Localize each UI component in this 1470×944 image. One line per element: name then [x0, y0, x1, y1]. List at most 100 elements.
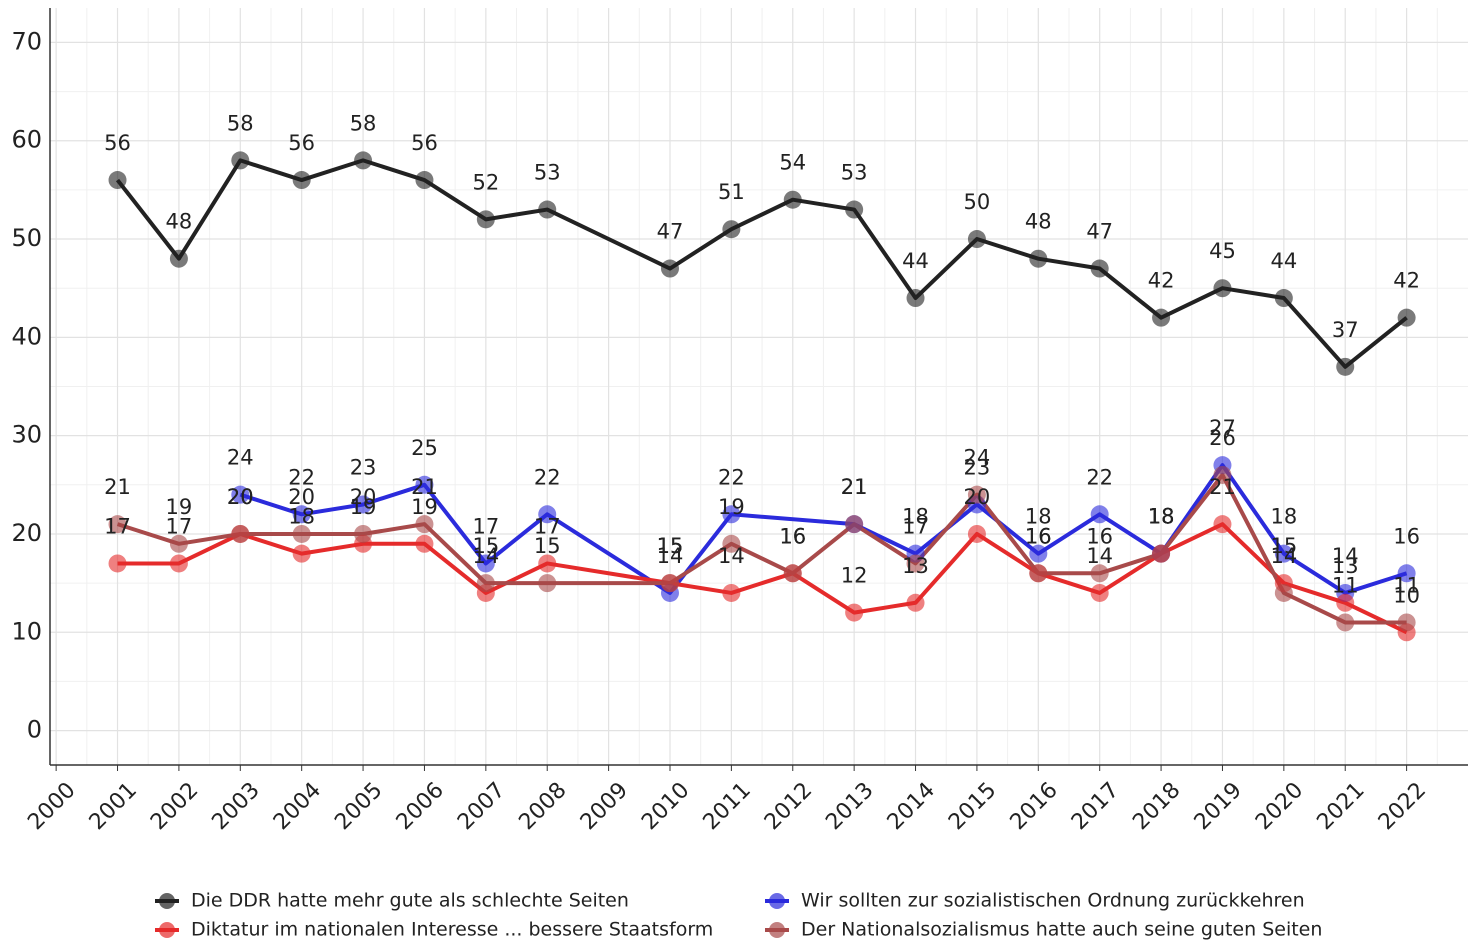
- point: [845, 603, 864, 622]
- data-label: 14: [718, 544, 745, 568]
- data-label: 42: [1393, 269, 1420, 293]
- point: [1090, 505, 1109, 524]
- point: [415, 515, 434, 534]
- x-tick-label: 2013: [821, 778, 878, 835]
- point: [1274, 583, 1293, 602]
- y-tick-label: 70: [11, 27, 42, 55]
- x-tick-label: 2008: [514, 778, 571, 835]
- data-label: 17: [902, 514, 929, 538]
- point: [108, 554, 127, 573]
- data-label: 22: [534, 465, 561, 489]
- point: [845, 200, 864, 219]
- legend-label: Wir sollten zur sozialistischen Ordnung …: [801, 890, 1305, 912]
- data-label: 14: [1086, 544, 1113, 568]
- x-tick-label: 2021: [1312, 778, 1369, 835]
- point: [169, 534, 188, 553]
- y-tick-label: 60: [11, 126, 42, 154]
- data-label: 10: [1393, 583, 1420, 607]
- legend-marker: [769, 922, 785, 938]
- data-label: 45: [1209, 239, 1236, 263]
- data-label: 19: [350, 495, 377, 519]
- point: [231, 151, 250, 170]
- legend-marker: [159, 922, 175, 938]
- line: [239, 463, 1408, 595]
- data-label: 17: [472, 514, 499, 538]
- legend-label: Die DDR hatte mehr gute als schlechte Se…: [191, 890, 629, 912]
- point: [1029, 544, 1048, 563]
- data-label: 48: [166, 210, 193, 234]
- data-label: 42: [1148, 269, 1175, 293]
- data-label: 15: [472, 534, 499, 558]
- y-tick-label: 20: [11, 519, 42, 547]
- x-tick-label: 2007: [453, 778, 510, 835]
- data-label: 17: [104, 514, 131, 538]
- point: [476, 210, 495, 229]
- x-tick-label: 2009: [576, 778, 633, 835]
- point: [1397, 613, 1416, 632]
- point: [906, 289, 925, 308]
- data-label: 22: [288, 465, 315, 489]
- x-tick-label: 2022: [1374, 778, 1431, 835]
- data-label: 18: [1025, 505, 1052, 529]
- x-tick-label: 2002: [146, 778, 203, 835]
- data-label: 20: [227, 485, 254, 509]
- x-tick-label: 2006: [392, 778, 449, 835]
- point: [1397, 564, 1416, 583]
- data-label: 21: [411, 475, 438, 499]
- x-tick-label: 2015: [944, 778, 1001, 835]
- data-label: 15: [657, 534, 684, 558]
- data-label: 19: [718, 495, 745, 519]
- data-label: 56: [104, 131, 131, 155]
- data-label: 16: [1086, 524, 1113, 548]
- data-label: 20: [350, 485, 377, 509]
- data-label: 17: [534, 514, 561, 538]
- data-label: 21: [841, 475, 868, 499]
- data-label: 15: [1270, 534, 1297, 558]
- point: [292, 544, 311, 563]
- data-label: 15: [657, 534, 684, 558]
- data-label: 14: [657, 544, 684, 568]
- data-label: 47: [1086, 220, 1113, 244]
- data-label: 18: [902, 505, 929, 529]
- point: [783, 190, 802, 209]
- point: [660, 259, 679, 278]
- point: [108, 171, 127, 190]
- x-tick-label: 2001: [85, 778, 142, 835]
- point: [722, 220, 741, 239]
- data-label: 21: [104, 475, 131, 499]
- data-label: 18: [288, 505, 315, 529]
- data-label: 14: [472, 544, 499, 568]
- point: [415, 171, 434, 190]
- data-label: 14: [1270, 544, 1297, 568]
- x-tick-label: 2018: [1128, 778, 1185, 835]
- x-tick-label: 2014: [883, 778, 940, 835]
- point: [906, 554, 925, 573]
- data-label: 13: [902, 554, 929, 578]
- data-label: 23: [350, 455, 377, 479]
- point: [845, 515, 864, 534]
- data-label: 21: [841, 475, 868, 499]
- point: [967, 524, 986, 543]
- data-label: 54: [779, 151, 806, 175]
- point: [722, 505, 741, 524]
- x-tick-label: 2020: [1251, 778, 1308, 835]
- point: [538, 200, 557, 219]
- point: [415, 534, 434, 553]
- point: [354, 495, 373, 514]
- point: [1336, 357, 1355, 376]
- x-tick-label: 2003: [208, 778, 265, 835]
- data-label: 22: [1086, 465, 1113, 489]
- point: [1213, 465, 1232, 484]
- x-tick-label: 2017: [1067, 778, 1124, 835]
- data-label: 18: [1148, 505, 1175, 529]
- data-label: 48: [1025, 210, 1052, 234]
- data-label: 18: [1148, 505, 1175, 529]
- data-label: 20: [288, 485, 315, 509]
- point: [1274, 544, 1293, 563]
- point: [538, 574, 557, 593]
- data-label: 17: [166, 514, 193, 538]
- data-label: 26: [1209, 426, 1236, 450]
- data-label: 20: [964, 485, 991, 509]
- data-label: 47: [657, 220, 684, 244]
